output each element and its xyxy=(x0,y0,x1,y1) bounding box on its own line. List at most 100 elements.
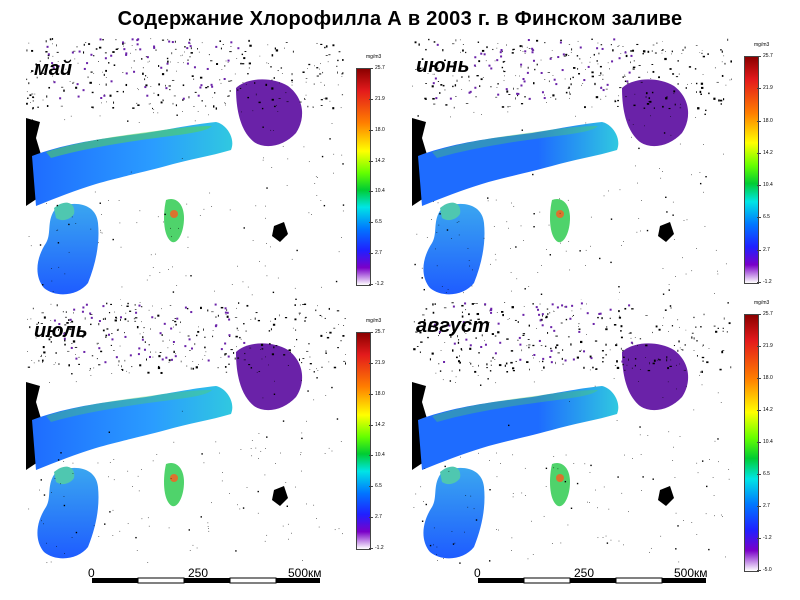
colorbar-tick: 21.9 xyxy=(375,359,385,366)
island xyxy=(272,486,288,506)
gulf-water xyxy=(32,386,233,470)
northern-coast-speckle xyxy=(27,302,346,374)
colorbar-tick: 14.2 xyxy=(763,407,773,413)
colorbar-may: mg/m3 25.7 21.9 18.0 14.2 10.4 6.5 2.7 -1.2 xyxy=(352,54,394,294)
gulf-water xyxy=(418,386,619,470)
gulf-water xyxy=(418,122,619,206)
colorbar-tick: 18.0 xyxy=(763,117,773,124)
lake xyxy=(236,79,303,147)
lake xyxy=(236,343,303,411)
bloom-zone xyxy=(432,390,598,422)
colorbar-august: mg/m3 25.7 21.9 18.0 14.2 10.4 6.5 2.7 -1.2 -5.0 xyxy=(740,300,782,580)
colorbar-gradient xyxy=(356,68,371,286)
colorbar-tick: 21.9 xyxy=(375,95,385,102)
colorbar-tick: 25.7 xyxy=(763,311,773,317)
colorbar-tick: 25.7 xyxy=(763,53,773,59)
map-panel-august xyxy=(412,302,732,564)
lake xyxy=(622,343,689,411)
colorbar-unit: mg/m3 xyxy=(366,318,382,324)
colorbar-tick: 2.7 xyxy=(375,514,382,521)
colorbar-tick: 18.0 xyxy=(375,390,385,397)
cloud-speckle xyxy=(27,302,346,564)
colorbar-tick: 2.7 xyxy=(763,503,770,509)
scale-bar-graphic-right xyxy=(478,577,706,584)
inlet xyxy=(440,202,461,221)
colorbar-tick: -1.2 xyxy=(375,545,384,551)
month-label-may: май xyxy=(34,58,73,80)
scale-bar-left: 0 250 500км xyxy=(88,566,322,596)
colorbar-tick: 10.4 xyxy=(375,188,385,195)
colorbar-tick: 6.5 xyxy=(375,483,382,490)
northern-coast-speckle xyxy=(414,38,732,110)
scale-bar-right: 0 250 500км xyxy=(474,566,708,596)
chlorophyll-map xyxy=(26,302,346,564)
colorbar-tick: 2.7 xyxy=(375,250,382,257)
chlorophyll-map xyxy=(26,38,345,300)
colorbar-gradient xyxy=(744,56,759,284)
colorbar-tick: 6.5 xyxy=(763,214,770,221)
inlet xyxy=(54,202,75,221)
colorbar-tick: 18.0 xyxy=(763,375,773,381)
inlet xyxy=(54,466,75,485)
hotspot xyxy=(556,474,564,482)
colorbar-tick: 6.5 xyxy=(375,219,382,226)
bloom-zone xyxy=(46,390,212,422)
colorbar-unit: mg/m3 xyxy=(366,54,382,60)
colorbar-tick: -1.2 xyxy=(763,535,772,541)
colorbar-tick: 10.4 xyxy=(763,439,773,445)
colorbar-tick: 10.4 xyxy=(375,452,385,459)
purple-speckle xyxy=(432,38,633,100)
bloom-zone xyxy=(432,126,598,158)
chlorophyll-map xyxy=(412,302,732,564)
northern-coast-speckle xyxy=(26,38,344,110)
map-panel-june xyxy=(412,38,732,300)
small-lake xyxy=(164,462,184,507)
month-label-august: август xyxy=(416,315,490,337)
scale-label-0: 0 xyxy=(88,566,95,580)
scale-label-500: 500км xyxy=(288,566,322,580)
colorbar-tick: 6.5 xyxy=(763,471,770,477)
scale-label-0: 0 xyxy=(474,566,481,580)
purple-speckle xyxy=(433,302,633,364)
colorbar-tick: 10.4 xyxy=(763,182,773,189)
hotspot xyxy=(556,210,564,218)
colorbar-june: mg/m3 25.7 21.9 18.0 14.2 10.4 6.5 2.7 -1.2 xyxy=(740,42,782,292)
small-lake xyxy=(550,198,570,243)
colorbar-tick: 21.9 xyxy=(763,85,773,92)
colorbar-unit: mg/m3 xyxy=(754,300,770,306)
southern-basin xyxy=(423,203,485,295)
island xyxy=(658,222,674,242)
island xyxy=(272,222,288,242)
map-panel-may xyxy=(26,38,346,300)
purple-speckle xyxy=(46,38,240,100)
colorbar-tick: 25.7 xyxy=(375,329,385,335)
scale-bar-graphic-left xyxy=(92,577,320,584)
colorbar-july: mg/m3 25.7 21.9 18.0 14.2 10.4 6.5 2.7 -1.2 xyxy=(352,318,394,558)
colorbar-tick: 21.9 xyxy=(763,343,773,349)
cloud-speckle xyxy=(412,38,731,300)
colorbar-tick: 14.2 xyxy=(375,421,385,428)
southern-basin xyxy=(423,467,485,559)
month-label-june: июнь xyxy=(416,55,470,77)
southern-basin xyxy=(37,467,99,559)
small-lake xyxy=(550,462,570,507)
purple-speckle xyxy=(53,303,246,364)
hotspot xyxy=(170,210,178,218)
small-lake xyxy=(164,198,184,243)
hotspot xyxy=(170,474,178,482)
cloud-speckle xyxy=(26,38,345,300)
map-panel-july xyxy=(26,302,346,564)
colorbar-tick: 14.2 xyxy=(375,157,385,164)
colorbar-tick: -5.0 xyxy=(763,567,772,573)
colorbar-tick: 25.7 xyxy=(375,65,385,71)
island xyxy=(658,486,674,506)
inlet xyxy=(440,466,461,485)
scale-label-250: 250 xyxy=(188,566,209,580)
chlorophyll-map xyxy=(412,38,732,300)
colorbar-tick: 18.0 xyxy=(375,126,385,133)
colorbar-tick: -1.2 xyxy=(763,279,772,285)
colorbar-tick: 2.7 xyxy=(763,246,770,253)
northern-coast-speckle xyxy=(413,302,732,373)
scale-label-500: 500км xyxy=(674,566,708,580)
scale-label-250: 250 xyxy=(574,566,595,580)
